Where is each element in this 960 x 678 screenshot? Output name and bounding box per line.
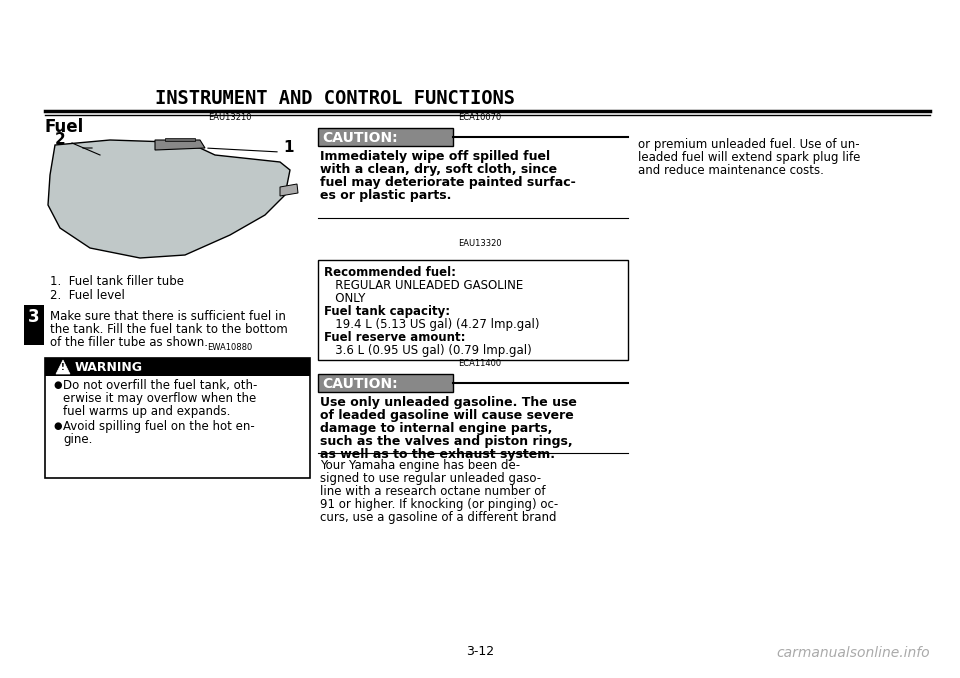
FancyBboxPatch shape (318, 374, 453, 392)
Text: Recommended fuel:: Recommended fuel: (324, 266, 456, 279)
Text: gine.: gine. (63, 433, 92, 446)
Polygon shape (48, 140, 290, 258)
Text: CAUTION:: CAUTION: (322, 377, 397, 391)
FancyBboxPatch shape (318, 260, 628, 360)
FancyBboxPatch shape (318, 128, 453, 146)
Text: carmanualsonline.info: carmanualsonline.info (777, 646, 930, 660)
Text: INSTRUMENT AND CONTROL FUNCTIONS: INSTRUMENT AND CONTROL FUNCTIONS (155, 89, 515, 108)
Text: Make sure that there is sufficient fuel in: Make sure that there is sufficient fuel … (50, 310, 286, 323)
Text: REGULAR UNLEADED GASOLINE: REGULAR UNLEADED GASOLINE (324, 279, 523, 292)
Text: 3: 3 (28, 308, 39, 326)
Text: 19.4 L (5.13 US gal) (4.27 lmp.gal): 19.4 L (5.13 US gal) (4.27 lmp.gal) (324, 318, 540, 331)
Text: 91 or higher. If knocking (or pinging) oc-: 91 or higher. If knocking (or pinging) o… (320, 498, 559, 511)
Text: 1: 1 (283, 140, 294, 155)
Text: damage to internal engine parts,: damage to internal engine parts, (320, 422, 552, 435)
Text: such as the valves and piston rings,: such as the valves and piston rings, (320, 435, 572, 448)
Polygon shape (56, 360, 70, 374)
Text: ONLY: ONLY (324, 292, 366, 305)
Polygon shape (280, 184, 298, 196)
Text: fuel warms up and expands.: fuel warms up and expands. (63, 405, 230, 418)
Text: !: ! (61, 363, 65, 372)
Text: with a clean, dry, soft cloth, since: with a clean, dry, soft cloth, since (320, 163, 557, 176)
Text: Fuel reserve amount:: Fuel reserve amount: (324, 331, 466, 344)
Text: Use only unleaded gasoline. The use: Use only unleaded gasoline. The use (320, 396, 577, 409)
Text: Do not overfill the fuel tank, oth-: Do not overfill the fuel tank, oth- (63, 379, 257, 392)
Text: ●: ● (53, 421, 61, 431)
Text: 3.6 L (0.95 US gal) (0.79 lmp.gal): 3.6 L (0.95 US gal) (0.79 lmp.gal) (324, 344, 532, 357)
Text: erwise it may overflow when the: erwise it may overflow when the (63, 392, 256, 405)
Text: leaded fuel will extend spark plug life: leaded fuel will extend spark plug life (638, 151, 860, 164)
Text: ●: ● (53, 380, 61, 390)
Text: the tank. Fill the fuel tank to the bottom: the tank. Fill the fuel tank to the bott… (50, 323, 288, 336)
Polygon shape (165, 138, 195, 141)
Text: and reduce maintenance costs.: and reduce maintenance costs. (638, 164, 824, 177)
Text: Avoid spilling fuel on the hot en-: Avoid spilling fuel on the hot en- (63, 420, 254, 433)
Text: 3-12: 3-12 (466, 645, 494, 658)
Text: as well as to the exhaust system.: as well as to the exhaust system. (320, 448, 555, 461)
Text: signed to use regular unleaded gaso-: signed to use regular unleaded gaso- (320, 472, 541, 485)
Text: EWA10880: EWA10880 (207, 343, 252, 352)
Text: fuel may deteriorate painted surfac-: fuel may deteriorate painted surfac- (320, 176, 576, 189)
Text: EAU13210: EAU13210 (208, 113, 252, 122)
Text: Fuel tank capacity:: Fuel tank capacity: (324, 305, 450, 318)
FancyBboxPatch shape (45, 358, 310, 376)
FancyBboxPatch shape (24, 305, 44, 345)
Text: Your Yamaha engine has been de-: Your Yamaha engine has been de- (320, 459, 520, 472)
Text: of the filler tube as shown.: of the filler tube as shown. (50, 336, 208, 349)
Text: Fuel: Fuel (45, 118, 84, 136)
Text: line with a research octane number of: line with a research octane number of (320, 485, 545, 498)
Text: 2.  Fuel level: 2. Fuel level (50, 289, 125, 302)
Text: WARNING: WARNING (75, 361, 143, 374)
Text: 1.  Fuel tank filler tube: 1. Fuel tank filler tube (50, 275, 184, 288)
Polygon shape (155, 140, 205, 150)
Text: ECA10070: ECA10070 (458, 113, 502, 122)
Text: 2: 2 (55, 132, 65, 148)
Text: or premium unleaded fuel. Use of un-: or premium unleaded fuel. Use of un- (638, 138, 859, 151)
Text: curs, use a gasoline of a different brand: curs, use a gasoline of a different bran… (320, 511, 557, 524)
Text: Immediately wipe off spilled fuel: Immediately wipe off spilled fuel (320, 150, 550, 163)
Text: CAUTION:: CAUTION: (322, 131, 397, 145)
Text: es or plastic parts.: es or plastic parts. (320, 189, 451, 202)
Text: ECA11400: ECA11400 (459, 359, 501, 368)
Text: EAU13320: EAU13320 (458, 239, 502, 248)
Text: of leaded gasoline will cause severe: of leaded gasoline will cause severe (320, 409, 574, 422)
FancyBboxPatch shape (45, 358, 310, 478)
